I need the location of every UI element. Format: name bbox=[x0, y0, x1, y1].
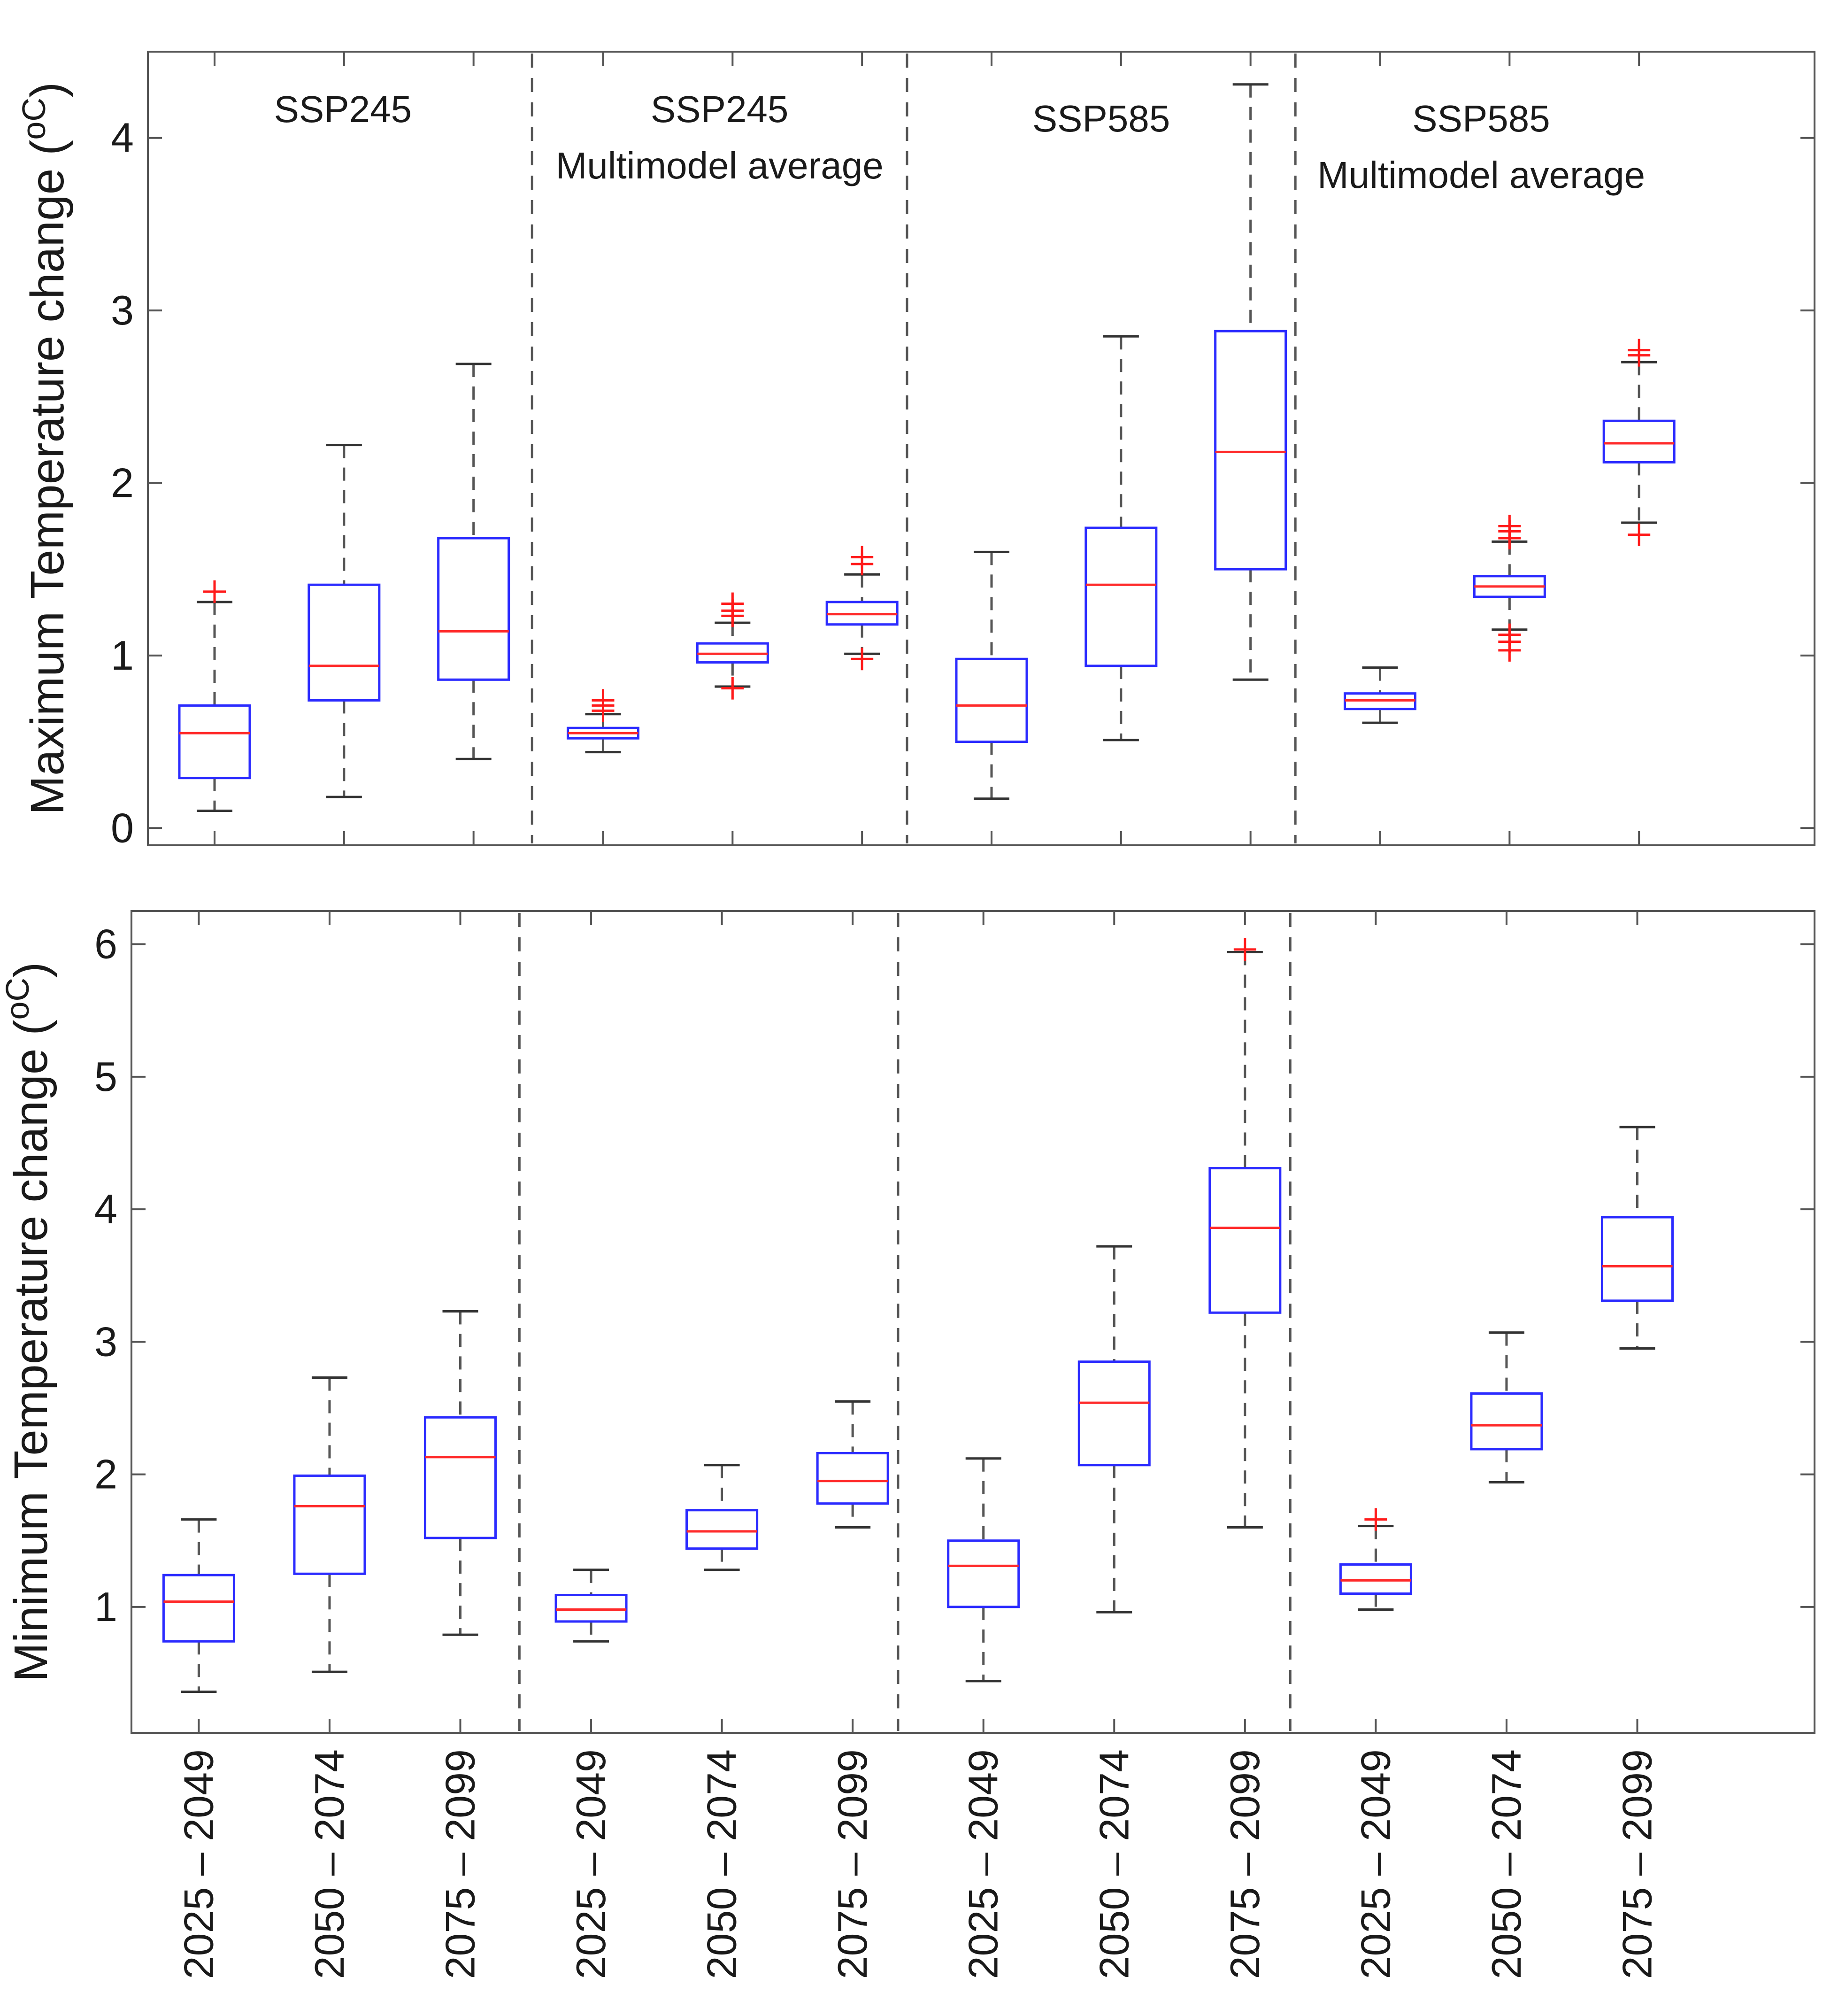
y-tick-label: 1 bbox=[111, 632, 134, 679]
group-label-subtitle: Multimodel average bbox=[1317, 154, 1645, 196]
group-label-subtitle: Multimodel average bbox=[556, 145, 884, 186]
y-tick-label: 4 bbox=[94, 1186, 117, 1232]
interquartile-box bbox=[162, 1574, 235, 1643]
boxplot bbox=[308, 444, 381, 798]
x-category-label: 2050 – 2074 bbox=[306, 1749, 353, 1979]
x-category-label: 2025 – 2049 bbox=[175, 1749, 222, 1979]
boxplot bbox=[1084, 335, 1158, 742]
y-tick-label: 3 bbox=[94, 1318, 117, 1365]
x-category-label: 2050 – 2074 bbox=[699, 1749, 745, 1979]
y-tick-label: 2 bbox=[111, 459, 134, 506]
interquartile-box bbox=[1214, 330, 1287, 571]
interquartile-box bbox=[293, 1474, 366, 1575]
x-category-label: 2075 – 2099 bbox=[1614, 1749, 1660, 1979]
group-label-title: SSP245 bbox=[651, 88, 789, 130]
y-tick-label: 2 bbox=[94, 1451, 117, 1498]
x-category-label: 2025 – 2049 bbox=[568, 1749, 614, 1979]
y-tick-label: 0 bbox=[111, 804, 134, 851]
interquartile-box bbox=[1600, 1216, 1674, 1302]
x-axis-category-labels: 2025 – 2049 2050 – 2074 2075 – 2099 2025 – … bbox=[175, 1749, 1660, 1979]
interquartile-box bbox=[308, 583, 381, 702]
y-tick-label: 5 bbox=[94, 1053, 117, 1100]
y-tick-label: 4 bbox=[111, 115, 134, 161]
boxplot bbox=[685, 1464, 759, 1571]
boxplot bbox=[1208, 938, 1282, 1529]
boxplot bbox=[554, 1568, 628, 1643]
boxplot bbox=[947, 1457, 1020, 1683]
y-axis-label: Maximum Temperature change (oC) bbox=[15, 82, 74, 815]
x-category-label: 2075 – 2099 bbox=[829, 1749, 876, 1979]
group-label-title: SSP245 bbox=[274, 88, 412, 130]
boxplot bbox=[825, 546, 899, 671]
interquartile-box bbox=[955, 657, 1028, 743]
boxplot bbox=[162, 1518, 235, 1693]
interquartile-box bbox=[1077, 1360, 1151, 1467]
interquartile-box bbox=[1084, 526, 1158, 667]
boxplot bbox=[1470, 1331, 1543, 1484]
x-category-label: 2050 – 2074 bbox=[1091, 1749, 1137, 1979]
interquartile-box bbox=[1602, 419, 1676, 463]
boxplot bbox=[696, 592, 769, 700]
boxplot bbox=[955, 550, 1028, 800]
boxplot bbox=[1602, 339, 1676, 546]
interquartile-box bbox=[816, 1452, 889, 1505]
boxplot bbox=[1600, 1126, 1674, 1350]
interquartile-box bbox=[1208, 1167, 1282, 1314]
y-tick-label: 6 bbox=[94, 921, 117, 967]
boxplot bbox=[816, 1400, 889, 1529]
interquartile-box bbox=[685, 1509, 759, 1550]
boxplot bbox=[424, 1310, 497, 1636]
boxplot bbox=[1214, 83, 1287, 681]
interquartile-box bbox=[178, 704, 251, 780]
plot-frame bbox=[147, 51, 1815, 846]
x-category-label: 2025 – 2049 bbox=[1352, 1749, 1399, 1979]
interquartile-box bbox=[424, 1416, 497, 1539]
boxplot bbox=[567, 689, 640, 754]
x-category-label: 2075 – 2099 bbox=[1222, 1749, 1268, 1979]
y-axis-label: Minimum Temperature change (oC) bbox=[0, 962, 57, 1682]
interquartile-box bbox=[1470, 1392, 1543, 1451]
interquartile-box bbox=[554, 1593, 628, 1623]
max-temperature-panel: 0 1 2 3 4 SSP245 SSP245 Multimodel average SSP58… bbox=[15, 51, 1815, 851]
min-temperature-panel: 1 2 3 4 5 6 Minimum Temperature change (oC) bbox=[0, 910, 1815, 1734]
boxplot bbox=[293, 1376, 366, 1673]
x-category-label: 2050 – 2074 bbox=[1483, 1749, 1530, 1979]
interquartile-box bbox=[947, 1539, 1020, 1608]
interquartile-box bbox=[437, 537, 510, 681]
boxplot bbox=[437, 363, 510, 760]
plot-frame bbox=[131, 910, 1815, 1734]
boxplot bbox=[178, 580, 251, 812]
boxplot bbox=[1339, 1508, 1412, 1611]
x-category-label: 2075 – 2099 bbox=[437, 1749, 484, 1979]
group-label-title: SSP585 bbox=[1412, 98, 1550, 139]
y-tick-label: 3 bbox=[111, 287, 134, 333]
boxplot bbox=[1344, 666, 1417, 724]
y-tick-label: 1 bbox=[94, 1583, 117, 1630]
x-category-label: 2025 – 2049 bbox=[960, 1749, 1007, 1979]
boxplot bbox=[1077, 1245, 1151, 1614]
interquartile-box bbox=[1339, 1563, 1412, 1595]
boxplot bbox=[1473, 515, 1546, 662]
group-label-title: SSP585 bbox=[1032, 98, 1170, 139]
